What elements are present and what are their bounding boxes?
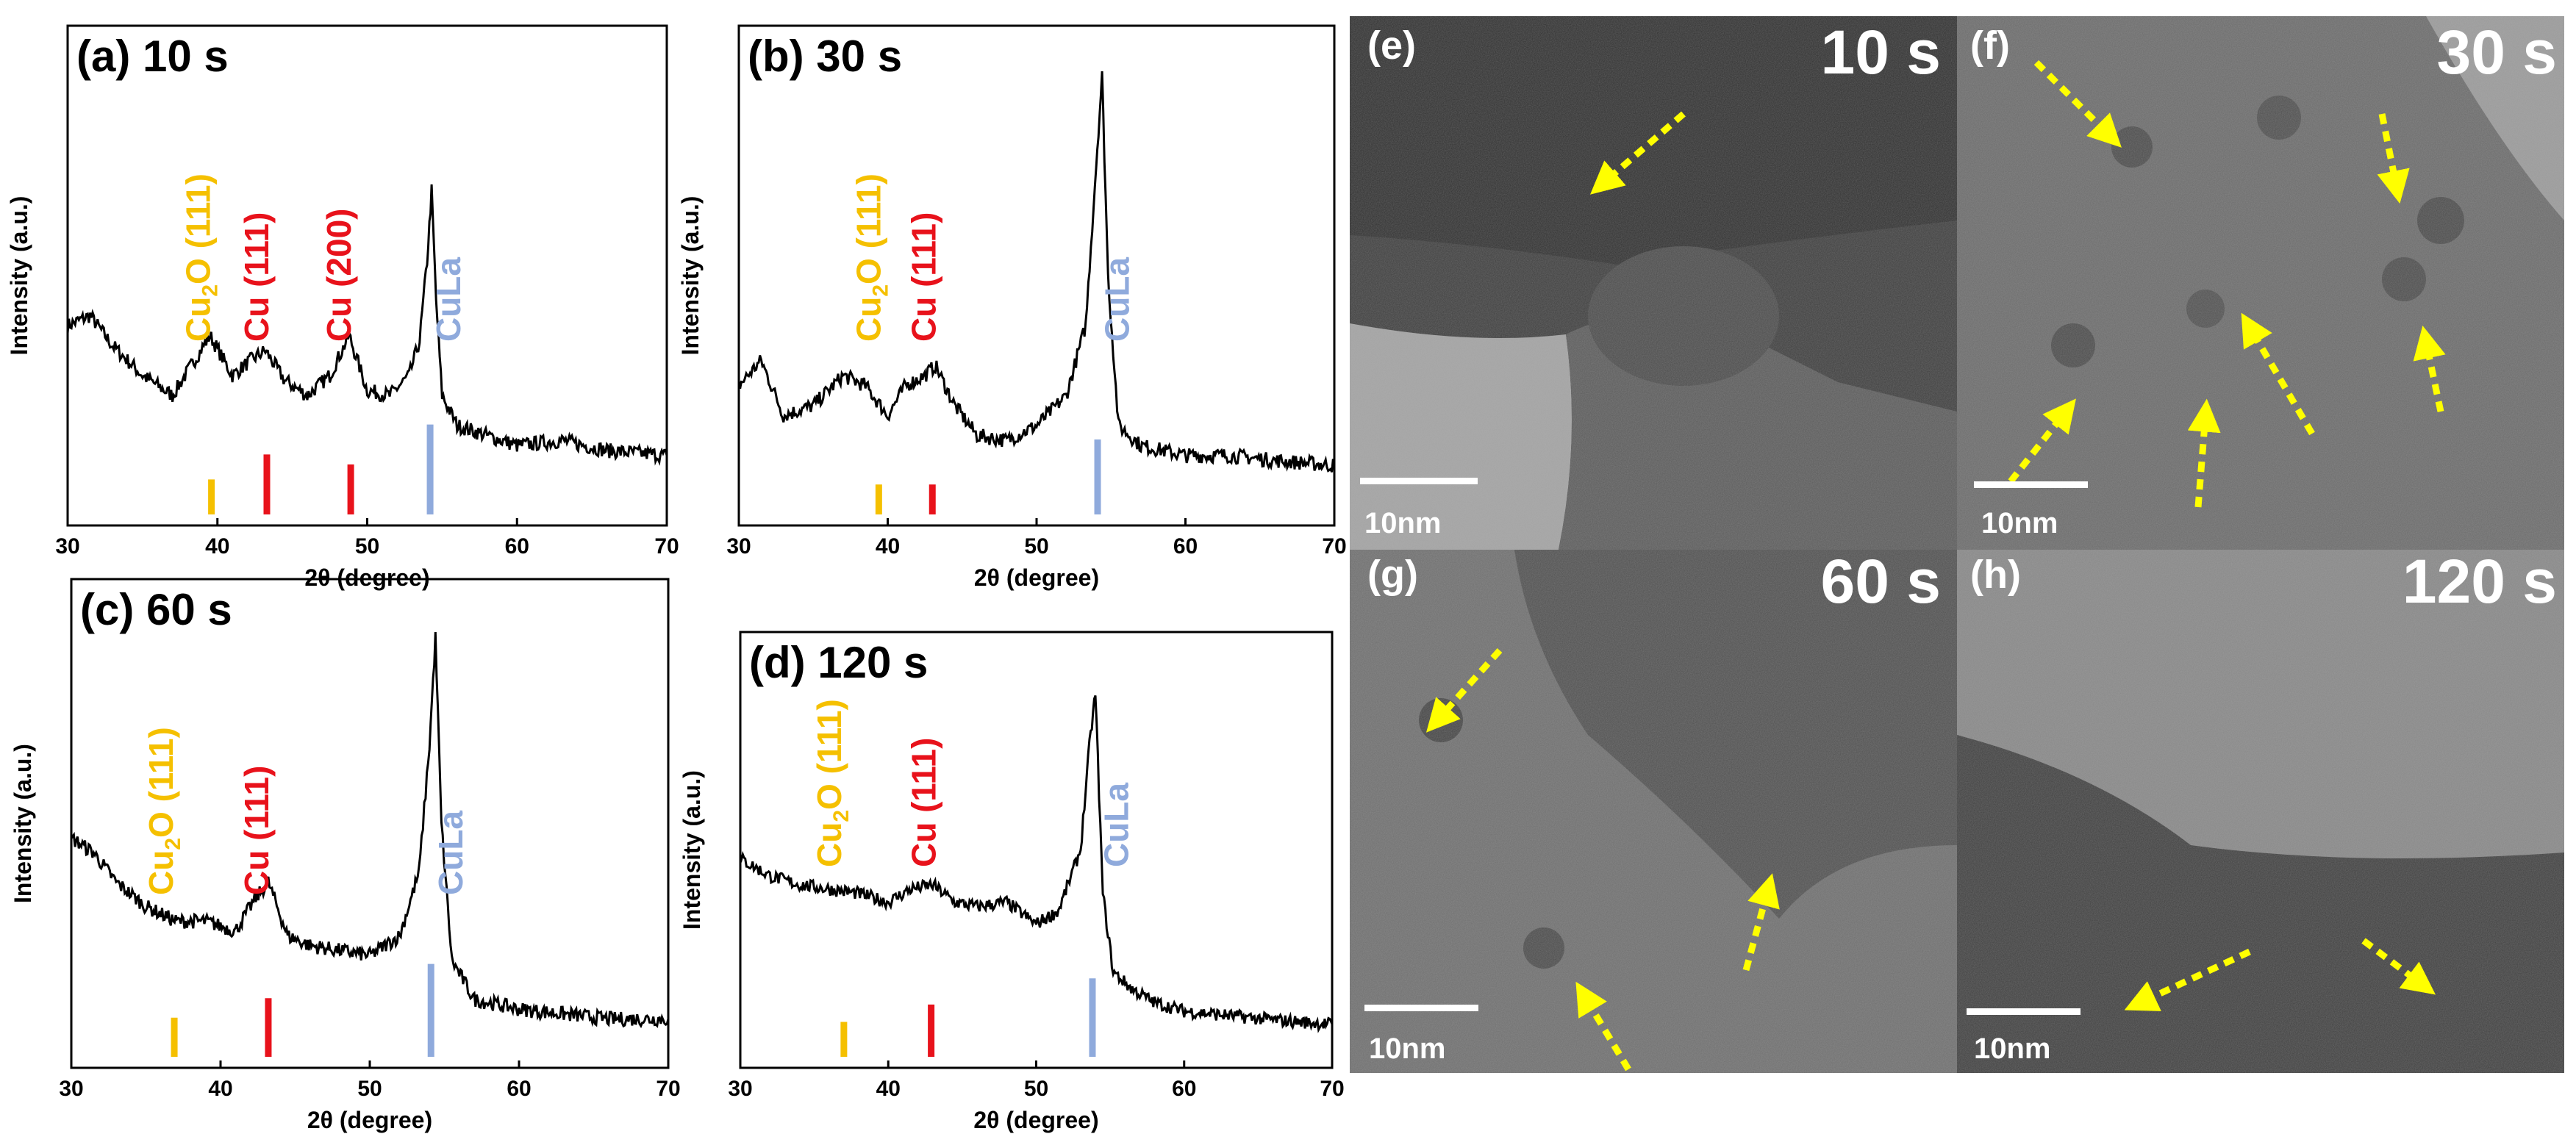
tem-labels: (e) 10 s (f) 30 s (g) 60 s (h) 120 s — [1367, 18, 2557, 616]
arrow-g — [1575, 981, 1631, 1072]
xrd-chart-30s: 30 40 50 60 70 2θ (degree) Intensity (a.u.) (b)… — [677, 24, 1347, 591]
x-tick-label: 40 — [208, 1077, 232, 1101]
tem-time-g: 60 s — [1821, 547, 1942, 616]
scale-text-h: 10nm — [1974, 1033, 2051, 1065]
scale-bar-e — [1360, 478, 1478, 484]
x-tick-label: 70 — [654, 534, 679, 559]
peak-label: CuLa — [432, 811, 470, 895]
tem-noise-e — [1350, 16, 1957, 550]
plot-frame — [737, 24, 1336, 527]
tem-noise-g — [1350, 550, 1957, 1073]
peak-label: Cu (111) — [905, 738, 943, 867]
scale-text-g: 10nm — [1369, 1033, 1446, 1065]
x-tick-label: 50 — [357, 1077, 382, 1101]
peak-label: Cu (111) — [237, 766, 276, 895]
xrd-trace — [739, 694, 1334, 1033]
x-tick-label: 30 — [59, 1077, 83, 1101]
x-axis-title: 2θ (degree) — [973, 1107, 1098, 1133]
peak-label: CuLa — [429, 257, 468, 342]
tem-panel-e — [1350, 16, 1957, 550]
scale-bar-g — [1364, 1005, 1478, 1011]
peak-label: Cu2O (111) — [142, 727, 185, 895]
arrow-g — [1425, 647, 1503, 733]
peak-label: Cu2O (111) — [179, 173, 223, 342]
xrd-chart-120s: 30 40 50 60 70 2θ (degree) Intensity (a.u.) (d)… — [679, 631, 1345, 1133]
x-tick-label: 60 — [1172, 1077, 1196, 1101]
arrow-g — [1742, 873, 1780, 972]
tem-panel-h — [1957, 550, 2564, 1073]
tem-label-f: (f) — [1970, 24, 2010, 68]
x-tick-label: 50 — [1024, 1077, 1048, 1101]
panel-label: (a) 10 s — [76, 32, 229, 81]
tem-label-g: (g) — [1367, 553, 1418, 597]
arrow-f — [2008, 398, 2076, 484]
x-tick-label: 70 — [1322, 534, 1346, 559]
tem-label-e: (e) — [1367, 24, 1416, 68]
xrd-trace — [70, 631, 670, 1029]
tem-time-h: 120 s — [2403, 547, 2557, 616]
peak-label: Cu (200) — [320, 209, 358, 342]
y-axis-title: Intensity (a.u.) — [6, 196, 32, 356]
x-axis-title: 2θ (degree) — [304, 564, 429, 591]
xrd-trace — [737, 71, 1336, 473]
tem-noise-f — [1957, 16, 2564, 550]
x-tick-label: 70 — [1320, 1077, 1344, 1101]
arrow-h — [2361, 938, 2436, 995]
tem-noise-h — [1957, 550, 2564, 1073]
panel-label: (b) 30 s — [748, 32, 902, 81]
tem-scale-bars: 10nm 10nm 10nm 10nm — [1360, 478, 2088, 1065]
tem-time-f: 30 s — [2437, 18, 2558, 87]
x-tick-label: 30 — [726, 534, 751, 559]
peak-label: Cu (111) — [237, 212, 276, 342]
tem-label-h: (h) — [1970, 553, 2021, 597]
xrd-chart-60s: 30 40 50 60 70 2θ (degree) Intensity (a.u.) (c)… — [10, 578, 681, 1133]
x-tick-label: 70 — [656, 1077, 680, 1101]
x-axis-title: 2θ (degree) — [307, 1107, 432, 1133]
y-axis-title: Intensity (a.u.) — [679, 770, 705, 930]
x-tick-label: 60 — [1173, 534, 1198, 559]
arrow-f — [2187, 398, 2221, 508]
tem-panel-g — [1350, 550, 1957, 1073]
tem-arrows — [1425, 60, 2446, 1072]
arrow-f — [2413, 325, 2446, 412]
x-tick-label: 40 — [205, 534, 229, 559]
x-tick-label: 50 — [355, 534, 379, 559]
arrow-h — [2124, 948, 2251, 1011]
x-tick-label: 40 — [876, 1077, 901, 1101]
peak-label: Cu (111) — [904, 212, 942, 342]
x-tick-label: 60 — [505, 534, 529, 559]
arrow-f — [2241, 312, 2315, 436]
x-tick-label: 60 — [507, 1077, 531, 1101]
arrow-f — [2377, 113, 2410, 204]
peak-label: Cu2O (111) — [810, 699, 854, 867]
panel-label: (c) 60 s — [80, 585, 232, 634]
x-tick-label: 40 — [876, 534, 900, 559]
x-tick-label: 30 — [55, 534, 79, 559]
peak-label: CuLa — [1097, 783, 1135, 867]
panel-label: (d) 120 s — [749, 638, 928, 687]
scale-bar-f — [1974, 481, 2088, 488]
peak-label: CuLa — [1098, 257, 1137, 342]
xrd-chart-10s: 30 40 50 60 70 2θ (degree) Intensity (a.u.) (a)… — [6, 24, 679, 591]
y-axis-title: Intensity (a.u.) — [10, 744, 36, 903]
peak-label: Cu2O (111) — [849, 173, 892, 342]
tem-time-e: 10 s — [1821, 18, 1942, 87]
x-tick-label: 30 — [728, 1077, 752, 1101]
tem-panel-f — [1957, 16, 2564, 550]
x-axis-title: 2θ (degree) — [974, 564, 1099, 591]
arrow-e — [1589, 111, 1686, 195]
scale-bar-h — [1967, 1008, 2081, 1015]
y-axis-title: Intensity (a.u.) — [677, 196, 704, 356]
xrd-trace — [66, 184, 668, 466]
scale-text-f: 10nm — [1981, 507, 2058, 539]
x-tick-label: 50 — [1024, 534, 1048, 559]
scale-text-e: 10nm — [1364, 507, 1442, 539]
